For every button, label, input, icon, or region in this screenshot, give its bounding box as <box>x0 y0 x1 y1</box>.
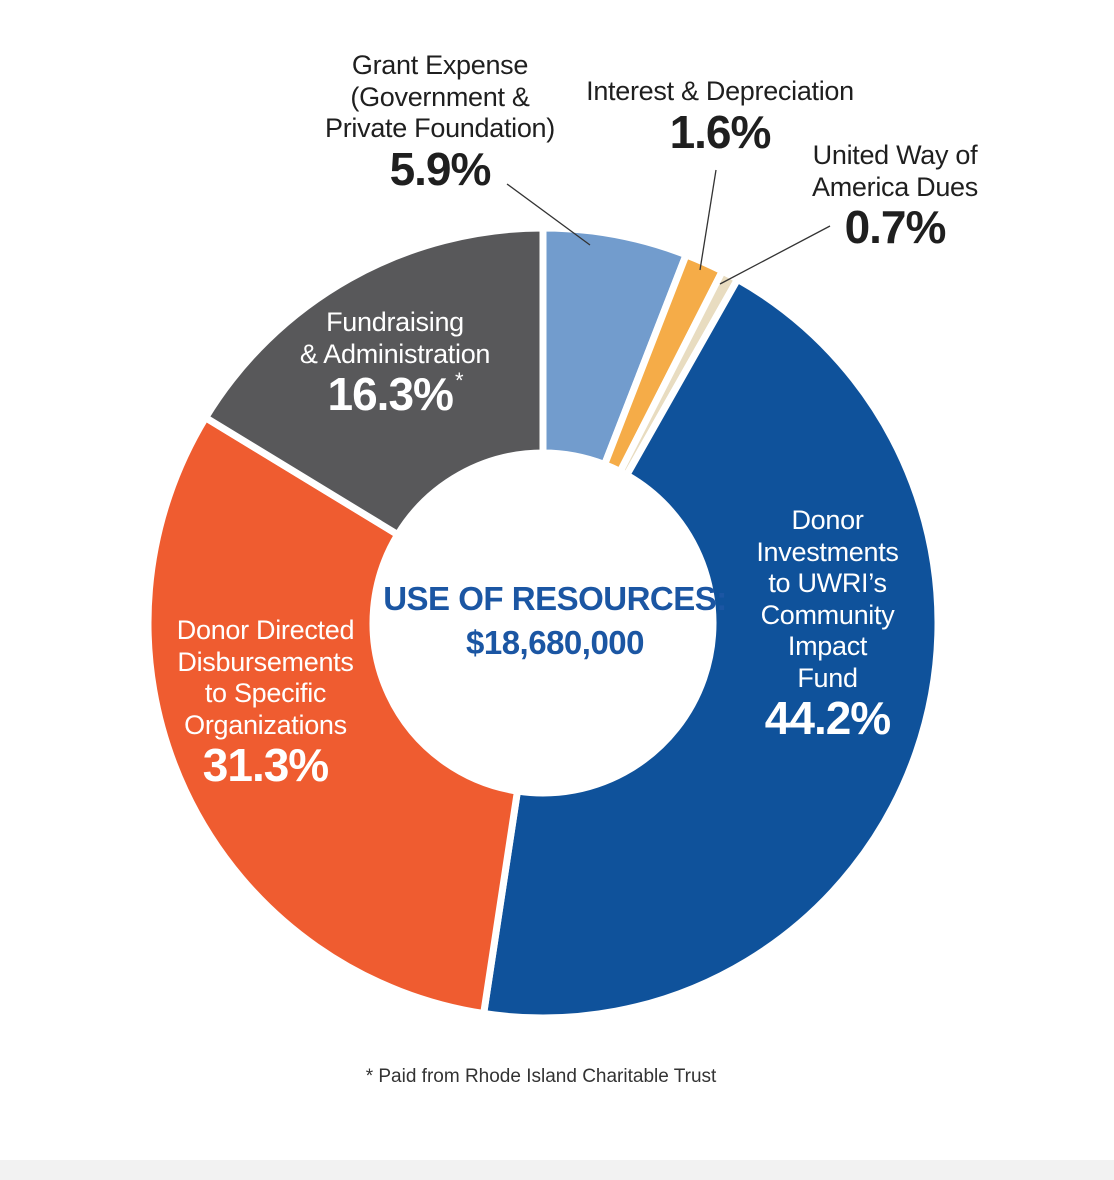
center-title: USE OF RESOURCES: <box>383 580 727 617</box>
label-fundraising-administration-pct: 16.3% <box>327 368 454 421</box>
label-fundraising-administration-name: Fundraising & Administration <box>299 307 491 369</box>
label-grant-expense-pct: 5.9% <box>389 142 492 195</box>
center-summary: USE OF RESOURCES: $18,680,000 <box>380 580 730 662</box>
label-donor-directed: Donor Directed Disbursements to Specific… <box>148 615 383 790</box>
label-fundraising-administration-pct-wrap: 16.3%* <box>270 367 520 421</box>
label-donor-directed-pct: 31.3% <box>202 739 329 792</box>
label-interest-depreciation-pct: 1.6% <box>669 105 772 158</box>
label-grant-expense: Grant Expense (Government & Private Foun… <box>305 50 575 193</box>
footnote: * Paid from Rhode Island Charitable Trus… <box>365 1066 717 1087</box>
label-donor-investments: Donor Investments to UWRI’s Community Im… <box>720 505 935 743</box>
footnote-mark: * <box>454 367 464 393</box>
label-united-way-dues-pct: 0.7% <box>844 201 947 254</box>
donut-slice-4 <box>479 274 942 1022</box>
leader-line-interest-depreciation <box>699 169 717 271</box>
label-united-way-dues-name: United Way of America Dues <box>812 140 978 202</box>
label-donor-investments-pct: 44.2% <box>764 692 891 745</box>
label-fundraising-administration: Fundraising & Administration 16.3%* <box>270 307 520 418</box>
label-united-way-dues: United Way of America Dues 0.7% <box>790 140 1000 251</box>
leader-line-grant-expense <box>506 183 591 246</box>
label-grant-expense-name: Grant Expense (Government & Private Foun… <box>325 50 555 144</box>
label-donor-directed-name: Donor Directed Disbursements to Specific… <box>176 615 355 740</box>
center-total: $18,680,000 <box>465 624 645 661</box>
label-donor-investments-name: Donor Investments to UWRI’s Community Im… <box>756 505 899 693</box>
bottom-band <box>0 1160 1114 1180</box>
label-interest-depreciation: Interest & Depreciation 1.6% <box>570 76 870 156</box>
donut-slice-6 <box>200 224 547 540</box>
donut-slice-5 <box>144 412 522 1018</box>
leader-line-united-way-dues <box>719 225 831 285</box>
label-interest-depreciation-name: Interest & Depreciation <box>586 76 854 106</box>
